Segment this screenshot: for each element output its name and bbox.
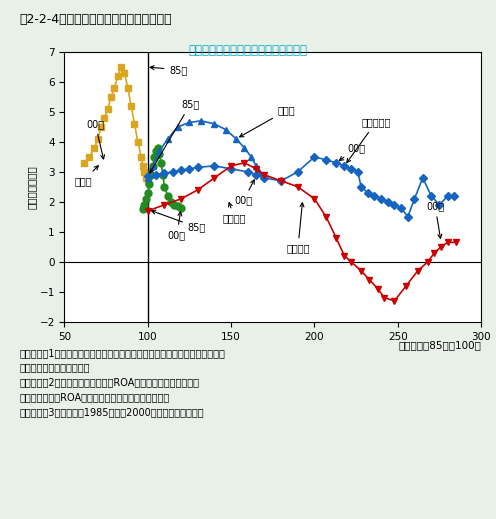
Text: （貸出額、85年＝100）: （貸出額、85年＝100） (398, 340, 481, 350)
Text: 00年: 00年 (168, 212, 186, 240)
Text: 製造業: 製造業 (74, 166, 98, 186)
Text: 建設業: 建設業 (240, 105, 296, 137)
Text: 85年: 85年 (152, 210, 206, 233)
Text: （備考）　1．財務省「法人企業統計季報」、日本銀行「金融経済統計月報」
　　　　　　により作成。
　　　　　2．収益率は、産業毎のROA（総資産経常利益率）。
: （備考） 1．財務省「法人企業統計季報」、日本銀行「金融経済統計月報」 により作… (20, 348, 226, 417)
Text: 00年: 00年 (339, 143, 366, 160)
Text: 85年: 85年 (150, 65, 187, 75)
Text: 00年: 00年 (426, 201, 444, 238)
Text: 不動産業: 不動産業 (286, 203, 310, 253)
Text: サービス業: サービス業 (347, 117, 390, 162)
Text: 収益率低迷の不動産業等への貸出増加: 収益率低迷の不動産業等への貸出増加 (188, 44, 308, 57)
Text: 85年: 85年 (150, 99, 199, 173)
Text: 00年: 00年 (86, 119, 105, 159)
Y-axis label: （収益率、％）: （収益率、％） (27, 165, 37, 209)
Text: 00年: 00年 (235, 180, 254, 206)
Text: 第2-2-4図　銀行貸出と借入れ先の収益率: 第2-2-4図 銀行貸出と借入れ先の収益率 (20, 13, 173, 26)
Text: 卸小売業: 卸小売業 (223, 202, 247, 223)
